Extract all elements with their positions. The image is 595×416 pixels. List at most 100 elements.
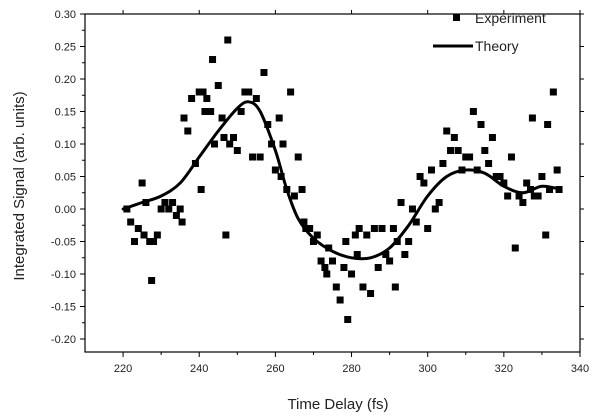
experiment-point: [256, 153, 264, 161]
experiment-point: [397, 199, 405, 206]
x-tick-label: 280: [342, 363, 360, 375]
experiment-point: [224, 36, 232, 44]
experiment-point: [161, 199, 169, 206]
experiment-point: [391, 283, 399, 291]
experiment-point: [264, 121, 272, 128]
experiment-point: [549, 88, 557, 96]
experiment-point: [382, 251, 390, 258]
experiment-point: [500, 179, 508, 187]
experiment-point: [309, 238, 317, 245]
legend-experiment-marker: [453, 14, 460, 21]
experiment-point: [492, 173, 500, 180]
experiment-point: [188, 95, 196, 102]
experiment-point: [207, 108, 215, 115]
experiment-point: [260, 69, 268, 76]
experiment-point: [485, 160, 493, 167]
experiment-point: [488, 134, 496, 141]
experiment-point: [416, 173, 424, 180]
y-tick-label: 0.05: [55, 172, 76, 184]
experiment-point: [245, 88, 253, 96]
experiment-point: [275, 114, 283, 122]
experiment-point: [222, 231, 230, 239]
experiment-point: [131, 238, 138, 245]
experiment-point: [386, 257, 394, 265]
legend: Experiment Theory: [433, 10, 546, 54]
experiment-point: [287, 88, 295, 96]
y-tick-label: 0.10: [55, 139, 76, 151]
experiment-point: [279, 140, 287, 148]
experiment-point: [408, 205, 416, 213]
experiment-point: [481, 147, 489, 154]
experiment-point: [317, 257, 325, 265]
experiment-point: [367, 290, 375, 297]
experiment-point: [210, 140, 218, 148]
experiment-point: [140, 231, 148, 239]
experiment-point: [321, 264, 329, 271]
experiment-point: [233, 147, 241, 154]
experiment-point: [363, 231, 371, 239]
experiment-point: [157, 205, 165, 213]
theory-line: [121, 100, 563, 261]
plot-border: [84, 13, 581, 353]
experiment-point: [271, 166, 279, 174]
experiment-point: [359, 283, 367, 291]
experiment-point: [201, 108, 209, 115]
experiment-point: [370, 225, 378, 232]
x-axis-title: Time Delay (fs): [287, 396, 388, 413]
x-tick-label: 240: [190, 363, 208, 375]
experiment-point: [340, 264, 348, 271]
experiment-point: [306, 225, 314, 232]
y-tick-label: 0.00: [55, 204, 76, 216]
experiment-point: [450, 134, 458, 141]
experiment-point: [300, 218, 308, 226]
experiment-point: [405, 238, 413, 245]
experiment-point: [195, 88, 203, 96]
experiment-point: [443, 127, 451, 135]
experiment-point: [153, 231, 161, 239]
experiment-point: [165, 205, 173, 213]
experiment-point: [298, 186, 306, 193]
experiment-point: [530, 192, 538, 200]
experiment-point: [542, 231, 550, 239]
experiment-point: [511, 244, 519, 252]
experiment-point: [496, 173, 504, 180]
experiment-point: [553, 166, 561, 174]
x-tick-label: 220: [114, 363, 132, 375]
experiment-point: [329, 257, 336, 265]
axis-ticks: 220 240 260 280 300 320 340 -0.20 -0.15 -0.10 -0.0…: [51, 9, 589, 375]
experiment-point: [172, 212, 180, 219]
experiment-point: [134, 225, 142, 232]
experiment-point: [431, 205, 439, 213]
legend-experiment-label: Experiment: [475, 10, 546, 26]
experiment-point: [353, 251, 361, 258]
experiment-point: [519, 199, 527, 206]
experiment-point: [252, 95, 260, 102]
y-tick-label: -0.15: [51, 302, 76, 314]
experiment-point: [218, 114, 226, 122]
y-tick-label: -0.05: [51, 237, 76, 249]
y-tick-label: -0.20: [51, 334, 76, 346]
experiment-point: [469, 108, 477, 115]
experiment-point: [332, 283, 340, 291]
experiment-point: [138, 179, 146, 187]
experiment-point: [184, 127, 192, 135]
legend-theory-label: Theory: [475, 38, 519, 54]
experiment-point: [523, 179, 531, 187]
experiment-point: [420, 179, 428, 187]
experiment-point: [178, 218, 186, 226]
experiment-point: [435, 199, 443, 206]
experiment-point: [462, 153, 470, 161]
experiment-point: [226, 140, 234, 148]
theory-curve: [121, 100, 563, 261]
y-tick-label: 0.20: [55, 74, 76, 86]
y-tick-label: 0.30: [55, 9, 76, 21]
experiment-point: [199, 88, 207, 96]
experiment-point: [507, 153, 515, 161]
experiment-point: [230, 134, 237, 141]
x-tick-label: 340: [571, 363, 589, 375]
x-tick-label: 260: [266, 363, 284, 375]
experiment-point: [249, 153, 257, 161]
experiment-point: [127, 218, 135, 226]
experiment-point: [342, 238, 350, 245]
